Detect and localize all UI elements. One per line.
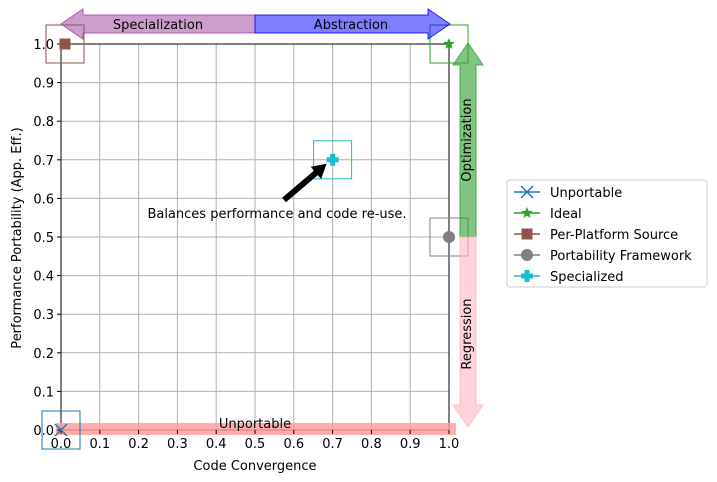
square-marker bbox=[521, 228, 533, 240]
optimization-arrow bbox=[452, 42, 484, 238]
legend-frame bbox=[506, 179, 708, 288]
y-tick-label: 0.6 bbox=[33, 192, 54, 207]
legend-label: Specialized bbox=[550, 270, 624, 285]
legend-marker bbox=[520, 185, 534, 199]
y-tick-label: 0.8 bbox=[33, 115, 54, 130]
x-tick-label: 0.0 bbox=[51, 437, 72, 452]
legend-label: Unportable bbox=[550, 186, 622, 201]
y-tick-label: 0.0 bbox=[33, 424, 54, 439]
axis-ticks: 0.0 0.1 0.2 0.3 0.4 0.5 0.6 0.7 0.8 0.9 1.0 0.0 0.1 0… bbox=[33, 38, 459, 452]
legend-label: Portability Framework bbox=[550, 249, 692, 264]
square-marker bbox=[59, 38, 71, 50]
x-marker bbox=[520, 185, 534, 199]
plus-marker bbox=[326, 153, 339, 166]
star-marker bbox=[443, 38, 455, 49]
y-tick-label: 0.7 bbox=[33, 154, 54, 169]
specialized-annotation: Balances performance and code re-use. bbox=[147, 207, 406, 222]
x-tick-label: 0.3 bbox=[167, 437, 188, 452]
x-tick-label: 0.1 bbox=[89, 437, 110, 452]
abstraction-label: Abstraction bbox=[314, 18, 388, 33]
point-per-platform-source bbox=[59, 38, 71, 50]
legend: Unportable Ideal Per-Platform Source Portab… bbox=[506, 179, 708, 288]
specialization-arrow bbox=[60, 8, 256, 40]
point-portability-framework bbox=[443, 231, 455, 243]
regression-arrow bbox=[452, 236, 484, 428]
y-tick-label: 0.5 bbox=[33, 231, 54, 246]
y-tick-label: 0.2 bbox=[33, 347, 54, 362]
y-tick-label: 0.3 bbox=[33, 308, 54, 323]
plus-marker bbox=[521, 270, 533, 282]
circle-marker bbox=[443, 231, 455, 243]
highlight-box bbox=[41, 410, 81, 450]
point-unportable bbox=[54, 423, 68, 437]
y-tick-label: 0.1 bbox=[33, 385, 54, 400]
annotation-arrow-shape bbox=[282, 163, 327, 203]
highlight-box bbox=[313, 140, 353, 180]
data-marks bbox=[41, 24, 469, 450]
x-tick-label: 0.8 bbox=[361, 437, 382, 452]
legend-marker bbox=[521, 249, 533, 261]
legend-label: Per-Platform Source bbox=[550, 228, 678, 243]
legend-label: Ideal bbox=[550, 207, 582, 222]
optimization-label: Optimization bbox=[460, 98, 475, 181]
x-tick-label: 0.2 bbox=[128, 437, 149, 452]
background-bands bbox=[56, 423, 456, 435]
annotation-arrow bbox=[282, 163, 327, 203]
x-tick-label: 0.5 bbox=[245, 437, 266, 452]
direction-arrows bbox=[60, 8, 484, 428]
x-tick-label: 0.9 bbox=[400, 437, 421, 452]
legend-marker bbox=[521, 228, 533, 240]
x-axis-label: Code Convergence bbox=[193, 459, 316, 474]
circle-marker bbox=[521, 249, 533, 261]
unportable-bar bbox=[56, 423, 456, 435]
regression-label: Regression bbox=[460, 298, 475, 369]
x-marker bbox=[54, 423, 68, 437]
point-ideal bbox=[443, 38, 455, 49]
x-tick-label: 0.7 bbox=[322, 437, 343, 452]
specialization-label: Specialization bbox=[113, 18, 203, 33]
y-tick-label: 1.0 bbox=[33, 38, 54, 53]
y-tick-label: 0.4 bbox=[33, 270, 54, 285]
point-specialized bbox=[326, 153, 339, 166]
abstraction-arrow bbox=[254, 8, 451, 40]
grid-lines bbox=[60, 43, 450, 431]
star-marker bbox=[521, 207, 533, 218]
y-axis-label: Performance Portability (App. Eff.) bbox=[10, 127, 25, 348]
legend-marker bbox=[521, 207, 533, 218]
y-tick-label: 0.9 bbox=[33, 77, 54, 92]
x-tick-label: 1.0 bbox=[439, 437, 460, 452]
x-tick-label: 0.4 bbox=[206, 437, 227, 452]
legend-marker bbox=[521, 270, 533, 282]
x-tick-label: 0.6 bbox=[283, 437, 304, 452]
unportable-bar-label: Unportable bbox=[219, 417, 291, 432]
